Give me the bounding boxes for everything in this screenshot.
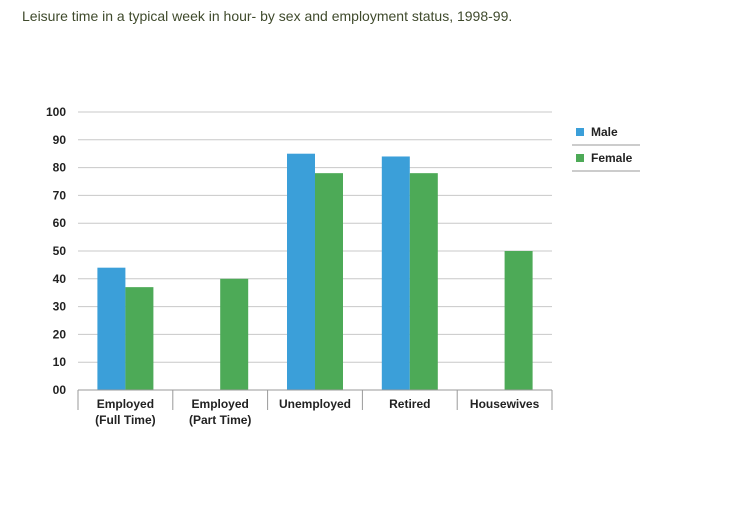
y-tick-label: 100 bbox=[46, 105, 66, 119]
x-tick-label: Unemployed bbox=[279, 397, 351, 411]
bar-female bbox=[410, 173, 438, 390]
y-tick-label: 50 bbox=[53, 244, 67, 258]
bar-male bbox=[382, 156, 410, 390]
legend-label-female: Female bbox=[591, 151, 633, 165]
bar-male bbox=[97, 268, 125, 390]
legend: Male Female bbox=[572, 125, 640, 171]
y-tick-label: 60 bbox=[53, 216, 67, 230]
y-tick-label: 10 bbox=[53, 355, 67, 369]
y-axis-ticks: 00 10 20 30 40 50 60 70 80 90 100 bbox=[46, 105, 66, 397]
legend-swatch-female bbox=[576, 154, 584, 162]
bar-female bbox=[505, 251, 533, 390]
bar-male bbox=[287, 154, 315, 390]
y-tick-label: 70 bbox=[53, 188, 67, 202]
bars bbox=[97, 154, 532, 390]
bar-female bbox=[315, 173, 343, 390]
bar-female bbox=[220, 279, 248, 390]
y-tick-label: 80 bbox=[53, 161, 67, 175]
y-tick-label: 20 bbox=[53, 327, 67, 341]
x-tick-label: Employed (Part Time) bbox=[189, 397, 251, 427]
y-tick-label: 30 bbox=[53, 300, 67, 314]
y-tick-label: 00 bbox=[53, 383, 67, 397]
x-tick-label: Retired bbox=[389, 397, 430, 411]
x-tick-label: Employed (Full Time) bbox=[95, 397, 155, 427]
bar-female bbox=[125, 287, 153, 390]
legend-label-male: Male bbox=[591, 125, 618, 139]
y-tick-label: 40 bbox=[53, 272, 67, 286]
x-axis-labels: Employed (Full Time) Employed (Part Time) Un… bbox=[95, 397, 539, 427]
legend-swatch-male bbox=[576, 128, 584, 136]
y-tick-label: 90 bbox=[53, 133, 67, 147]
x-tick-label: Housewives bbox=[470, 397, 540, 411]
